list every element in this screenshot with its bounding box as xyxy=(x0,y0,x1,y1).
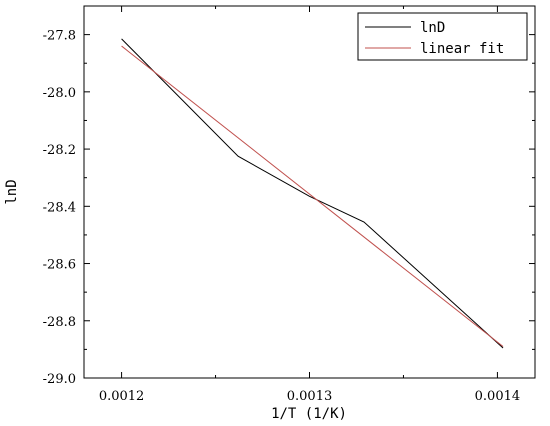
y-tick-label: -28.6 xyxy=(43,258,76,273)
legend-box xyxy=(357,12,528,61)
plot-frame xyxy=(83,5,536,379)
x-axis-title: 1/T (1/K) xyxy=(271,406,347,422)
y-tick-label: -28.0 xyxy=(43,86,76,101)
legend: lnD linear fit xyxy=(357,12,528,61)
x-tick-label: 0.0014 xyxy=(475,389,521,404)
y-tick-label: -29.0 xyxy=(43,372,76,387)
series-layer xyxy=(121,38,504,349)
y-axis-title: lnD xyxy=(4,179,20,204)
y-tick-label: -28.8 xyxy=(43,315,76,330)
y-tick-label: -27.8 xyxy=(43,29,76,44)
series-line-lnD xyxy=(121,38,504,349)
x-tick-label: 0.0013 xyxy=(287,389,333,404)
legend-label-lnD: lnD xyxy=(420,20,445,36)
series-line-linear-fit xyxy=(121,45,504,347)
legend-label-linear-fit: linear fit xyxy=(420,41,504,57)
y-tick-label: -28.2 xyxy=(43,143,76,158)
y-tick-label: -28.4 xyxy=(43,200,76,215)
labels-layer: 0.0012 0.0013 0.0014 -29.0 -28.8 -28.6 -28.4 -2… xyxy=(43,29,521,404)
x-tick-label: 0.0012 xyxy=(99,389,145,404)
